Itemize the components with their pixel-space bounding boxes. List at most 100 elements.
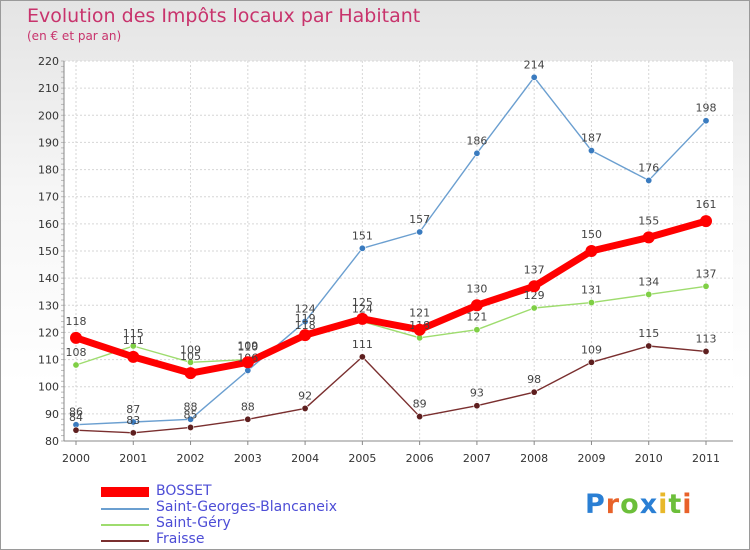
data-label-fraisse-2003: 88	[241, 400, 255, 413]
data-point-saint-gery-2002	[187, 358, 195, 366]
data-point-fraisse-2000	[72, 426, 80, 434]
data-point-fraisse-2007	[473, 402, 481, 410]
y-tick-label-80: 80	[45, 435, 59, 448]
data-point-fraisse-2008	[530, 388, 538, 396]
legend-swatch-fraisse	[101, 540, 149, 542]
data-point-bosset-2010	[642, 231, 655, 244]
data-label-saint-gery-2008: 129	[524, 289, 545, 302]
data-label-bosset-2006: 121	[409, 307, 430, 320]
chart-subtitle: (en € et par an)	[27, 29, 122, 43]
data-label-bosset-2005: 125	[352, 296, 373, 309]
data-point-saint-gery-2009	[587, 299, 595, 307]
data-point-saint-gery-2008	[530, 304, 538, 312]
y-tick-label-90: 90	[45, 408, 59, 421]
y-tick-label-200: 200	[38, 109, 59, 122]
data-point-fraisse-2001	[129, 429, 137, 437]
y-tick-label-150: 150	[38, 245, 59, 258]
data-point-fraisse-2003	[244, 415, 252, 423]
logo-letter: r	[605, 489, 621, 520]
x-tick-label-2004: 2004	[291, 452, 319, 465]
y-tick-label-190: 190	[38, 136, 59, 149]
data-point-fraisse-2009	[587, 358, 595, 366]
data-label-saint-georges-blancaneix-2000: 86	[69, 406, 83, 419]
data-label-fraisse-2008: 98	[527, 373, 541, 386]
data-point-fraisse-2006	[416, 413, 424, 421]
data-point-saint-georges-blancaneix-2011	[702, 117, 710, 125]
data-label-saint-georges-blancaneix-2006: 157	[409, 213, 430, 226]
x-tick-label-2008: 2008	[520, 452, 548, 465]
data-point-saint-georges-blancaneix-2004	[301, 318, 309, 326]
data-label-bosset-2001: 111	[123, 334, 144, 347]
data-label-bosset-2008: 137	[524, 263, 545, 276]
data-point-fraisse-2011	[702, 347, 710, 355]
data-label-saint-gery-2004: 118	[295, 319, 316, 332]
data-label-bosset-2009: 150	[581, 228, 602, 241]
data-label-saint-georges-blancaneix-2011: 198	[696, 102, 717, 115]
data-label-bosset-2004: 119	[295, 312, 316, 325]
data-label-saint-gery-2010: 134	[638, 275, 659, 288]
data-point-saint-gery-2001	[129, 342, 137, 350]
data-point-saint-georges-blancaneix-2006	[416, 228, 424, 236]
data-point-saint-gery-2000	[72, 361, 80, 369]
data-label-fraisse-2009: 109	[581, 343, 602, 356]
data-point-bosset-2008	[528, 280, 541, 293]
data-label-bosset-2000: 118	[66, 315, 87, 328]
data-point-saint-georges-blancaneix-2002	[187, 415, 195, 423]
legend-label-bosset: BOSSET	[156, 483, 212, 499]
data-label-saint-gery-2007: 121	[466, 311, 487, 324]
logo-letter: t	[668, 489, 683, 520]
data-label-bosset-2010: 155	[638, 214, 659, 227]
data-point-bosset-2000	[70, 331, 82, 344]
data-label-saint-georges-blancaneix-2007: 186	[466, 134, 487, 147]
y-tick-label-130: 130	[38, 299, 59, 312]
data-point-saint-georges-blancaneix-2009	[587, 147, 595, 155]
data-point-fraisse-2002	[187, 423, 195, 431]
x-tick-label-2006: 2006	[406, 452, 434, 465]
data-point-bosset-2009	[585, 245, 598, 257]
proxiti-logo: Proxiti	[585, 489, 693, 520]
logo-letter: x	[639, 489, 659, 520]
y-tick-label-100: 100	[38, 381, 59, 394]
data-point-bosset-2011	[700, 215, 712, 228]
data-point-saint-gery-2011	[702, 282, 710, 290]
data-label-saint-gery-2005: 124	[352, 303, 373, 316]
data-point-saint-gery-2010	[645, 290, 653, 298]
data-label-fraisse-2011: 113	[696, 332, 717, 345]
y-tick-label-180: 180	[38, 164, 59, 177]
data-label-fraisse-2005: 111	[352, 338, 373, 351]
data-label-saint-gery-2000: 108	[66, 346, 87, 359]
data-point-fraisse-2010	[645, 342, 653, 350]
x-tick-label-2000: 2000	[62, 452, 90, 465]
chart-title: Evolution des Impôts locaux par Habitant	[27, 5, 421, 27]
x-tick-label-2002: 2002	[177, 452, 205, 465]
data-label-fraisse-2004: 92	[298, 389, 312, 402]
data-point-saint-georges-blancaneix-2008	[530, 73, 538, 81]
x-tick-label-2011: 2011	[692, 452, 720, 465]
data-label-saint-gery-2003: 110	[237, 341, 258, 354]
x-tick-label-2010: 2010	[635, 452, 663, 465]
data-label-saint-georges-blancaneix-2005: 151	[352, 229, 373, 242]
series-line-saint-georges-blancaneix	[75, 76, 707, 426]
logo-letter: i	[658, 489, 669, 520]
data-label-fraisse-2010: 115	[638, 327, 659, 340]
data-label-fraisse-2007: 93	[470, 387, 484, 400]
logo-letter: i	[682, 489, 693, 520]
data-point-fraisse-2004	[301, 404, 309, 412]
y-tick-label-170: 170	[38, 191, 59, 204]
x-tick-label-2001: 2001	[119, 452, 147, 465]
data-label-saint-georges-blancaneix-2010: 176	[638, 161, 659, 174]
logo-letter: o	[620, 489, 640, 520]
y-tick-label-160: 160	[38, 218, 59, 231]
data-label-saint-georges-blancaneix-2008: 214	[524, 58, 545, 71]
logo-letter: P	[585, 489, 606, 520]
x-tick-label-2005: 2005	[348, 452, 376, 465]
data-label-saint-georges-blancaneix-2001: 87	[126, 403, 140, 416]
data-label-saint-gery-2001: 115	[123, 327, 144, 340]
y-tick-label-210: 210	[38, 82, 59, 95]
legend-swatch-saint-gery	[101, 524, 149, 526]
data-label-fraisse-2002: 85	[184, 408, 198, 421]
x-tick-label-2003: 2003	[234, 452, 262, 465]
legend-swatch-saint-georges-blancaneix	[101, 508, 149, 510]
data-point-bosset-2006	[413, 323, 426, 336]
